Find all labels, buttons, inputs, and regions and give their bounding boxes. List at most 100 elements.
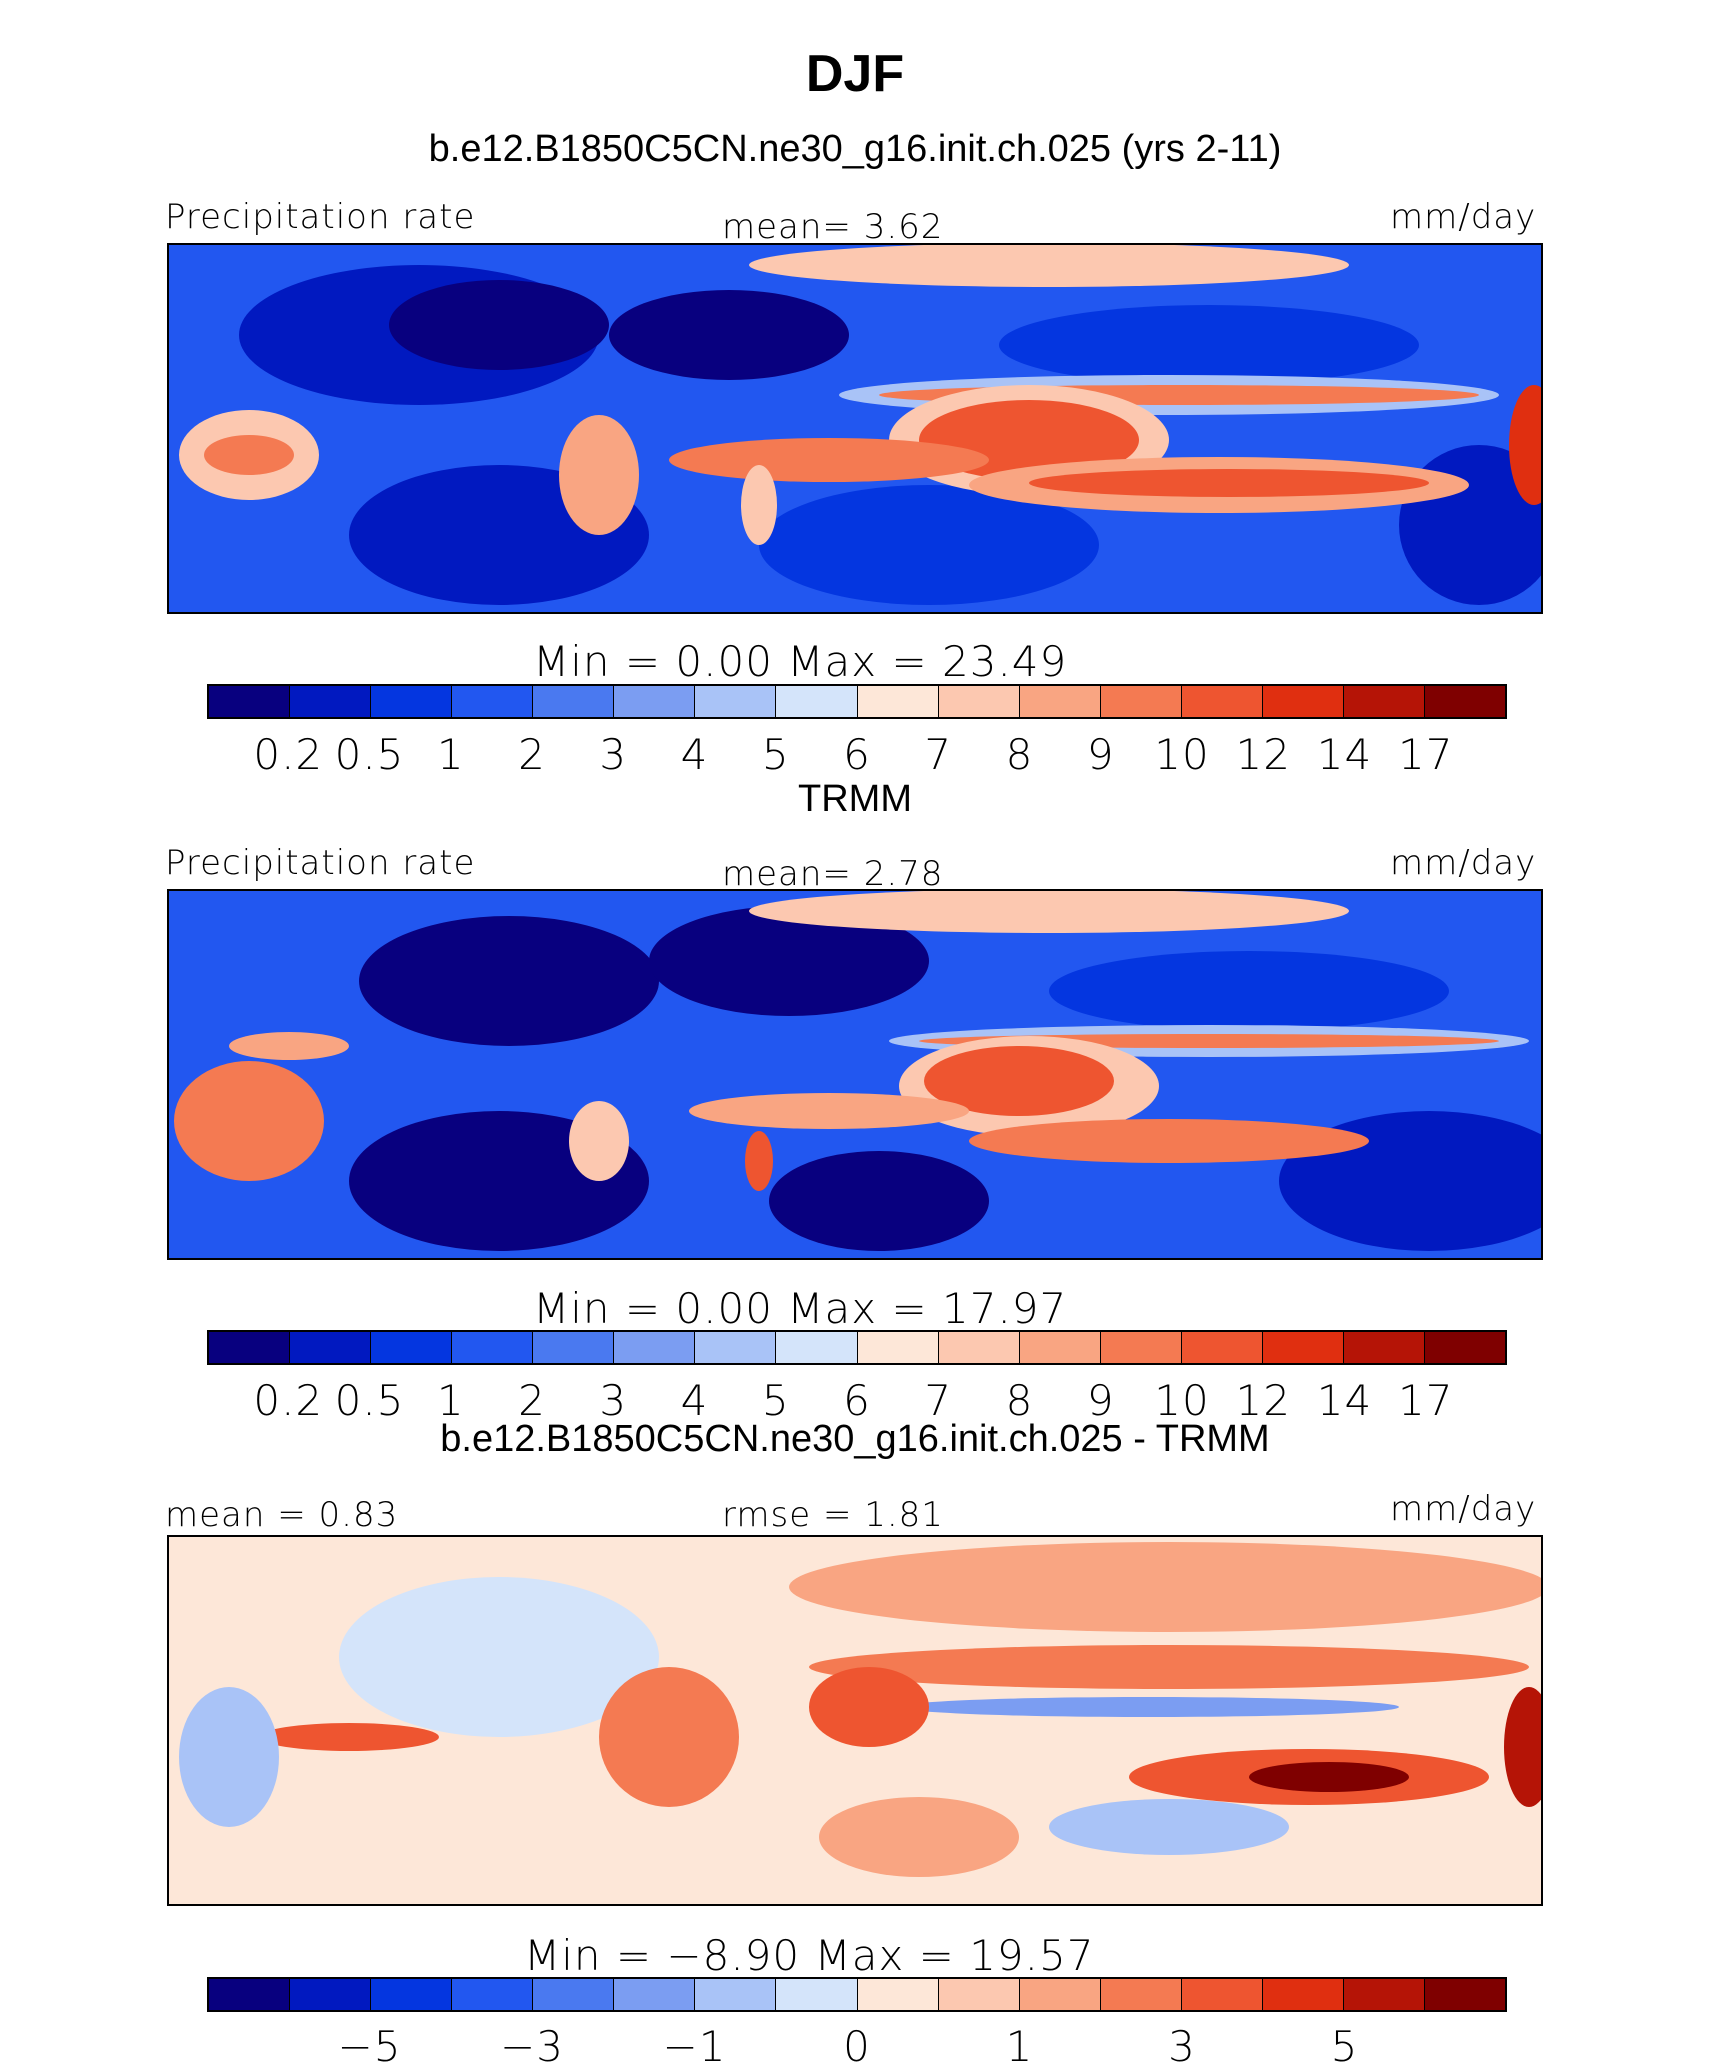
dry-core-sahara xyxy=(359,916,659,1046)
panel-1-minmax: Min = 0.00 Max = 23.49 xyxy=(533,637,1068,686)
colorbar-tick-label: 7 xyxy=(924,730,953,779)
panel-3-title: b.e12.B1850C5CN.ne30_g16.init.ch.025 - T… xyxy=(440,1418,1270,1460)
colorbar-swatch-8 xyxy=(857,1979,939,2010)
colorbar-tick-label: 0.5 xyxy=(334,1376,405,1425)
colorbar-swatch-14 xyxy=(1343,686,1425,717)
positive-zone-australia xyxy=(819,1797,1019,1877)
colorbar-tick-label: 0.2 xyxy=(253,730,324,779)
warm-pool xyxy=(924,1046,1114,1116)
colorbar-swatch-11 xyxy=(1100,1332,1182,1363)
colorbar-tick-label: 0 xyxy=(843,2022,871,2071)
colorbar-swatch-11 xyxy=(1100,686,1182,717)
colorbar-tick-label: 6 xyxy=(843,730,871,779)
colorbar-swatch-8 xyxy=(857,1332,939,1363)
africa-rain xyxy=(569,1101,629,1181)
positive-core-andes xyxy=(1504,1687,1541,1807)
colorbar-tick-label: 10 xyxy=(1154,730,1210,779)
colorbar-tick-label: 10 xyxy=(1154,1376,1210,1425)
atlantic-itcz xyxy=(229,1032,349,1060)
spcz-band xyxy=(1029,469,1429,497)
colorbar-swatch-1 xyxy=(290,1332,372,1363)
dry-zone-north-pacific xyxy=(1049,951,1449,1031)
colorbar-swatch-15 xyxy=(1424,686,1505,717)
colorbar-tick-label: 8 xyxy=(1005,730,1034,779)
panel-1-colorbar xyxy=(207,684,1507,719)
colorbar-swatch-4 xyxy=(533,1332,615,1363)
colorbar-swatch-11 xyxy=(1100,1979,1182,2010)
positive-zone-africa xyxy=(599,1667,739,1807)
colorbar-swatch-15 xyxy=(1424,1332,1505,1363)
colorbar-tick-label: 3 xyxy=(599,1376,628,1425)
colorbar-swatch-1 xyxy=(290,686,372,717)
negative-zone-south-pacific xyxy=(1049,1799,1289,1855)
colorbar-swatch-1 xyxy=(290,1979,372,2010)
colorbar-tick-label: 0.2 xyxy=(253,1376,324,1425)
colorbar-tick-label: −5 xyxy=(337,2022,402,2071)
dry-core-arabia xyxy=(649,906,929,1016)
colorbar-swatch-14 xyxy=(1343,1332,1425,1363)
panel-3-mean-label: mean = 0.83 xyxy=(165,1495,399,1535)
colorbar-tick-label: 7 xyxy=(924,1376,953,1425)
panel-2-variable-label: Precipitation rate xyxy=(165,843,476,883)
dry-core-sahara xyxy=(389,280,609,370)
colorbar-tick-label: 0.5 xyxy=(334,730,405,779)
colorbar-tick-label: 6 xyxy=(843,1376,871,1425)
positive-core-spcz xyxy=(1249,1762,1409,1792)
colorbar-tick-label: 12 xyxy=(1235,1376,1291,1425)
colorbar-tick-label: 12 xyxy=(1235,730,1291,779)
amazon-rain xyxy=(174,1061,324,1181)
colorbar-swatch-0 xyxy=(209,686,291,717)
colorbar-swatch-7 xyxy=(776,1979,858,2010)
colorbar-swatch-10 xyxy=(1019,1979,1101,2010)
colorbar-tick-label: 8 xyxy=(1005,1376,1034,1425)
colorbar-swatch-0 xyxy=(209,1979,291,2010)
panel-2-units-label: mm/day xyxy=(1390,843,1537,883)
colorbar-swatch-5 xyxy=(614,1979,696,2010)
figure-title: DJF xyxy=(805,45,905,103)
indian-ocean-band xyxy=(669,438,989,482)
colorbar-swatch-5 xyxy=(614,1332,696,1363)
dry-core-arabia xyxy=(609,290,849,380)
colorbar-tick-label: 5 xyxy=(761,730,790,779)
colorbar-tick-label: 1 xyxy=(436,730,465,779)
colorbar-tick-label: 1 xyxy=(1005,2022,1034,2071)
colorbar-tick-label: 5 xyxy=(761,1376,790,1425)
colorbar-swatch-3 xyxy=(452,686,534,717)
neutral-zone-sahara xyxy=(339,1577,659,1737)
panel-1-mean-label: mean= 3.62 xyxy=(722,207,944,247)
colorbar-swatch-2 xyxy=(371,1332,453,1363)
colorbar-tick-label: 1 xyxy=(436,1376,465,1425)
colorbar-swatch-10 xyxy=(1019,686,1101,717)
colorbar-swatch-6 xyxy=(695,686,777,717)
colorbar-tick-label: 5 xyxy=(1330,2022,1359,2071)
colorbar-swatch-13 xyxy=(1262,1979,1344,2010)
spcz-band xyxy=(969,1119,1369,1163)
amazon-rain xyxy=(204,435,294,475)
panel-2-map xyxy=(167,889,1543,1260)
colorbar-swatch-3 xyxy=(452,1979,534,2010)
colorbar-swatch-13 xyxy=(1262,686,1344,717)
colorbar-swatch-12 xyxy=(1181,1979,1263,2010)
colorbar-swatch-3 xyxy=(452,1332,534,1363)
dry-core-indian-south xyxy=(769,1151,989,1251)
panel-2-minmax: Min = 0.00 Max = 17.97 xyxy=(533,1284,1068,1333)
colorbar-swatch-6 xyxy=(695,1979,777,2010)
colorbar-swatch-2 xyxy=(371,686,453,717)
colorbar-swatch-7 xyxy=(776,686,858,717)
colorbar-tick-label: 9 xyxy=(1086,730,1115,779)
panel-1-map xyxy=(167,243,1543,614)
colorbar-tick-label: 2 xyxy=(518,1376,546,1425)
colorbar-swatch-4 xyxy=(533,686,615,717)
colorbar-tick-label: 3 xyxy=(1168,2022,1196,2071)
negative-band-equator xyxy=(899,1697,1399,1717)
colorbar-tick-label: −1 xyxy=(662,2022,727,2071)
dry-zone-north-pacific xyxy=(999,305,1419,385)
dry-zone-indian-south xyxy=(759,485,1099,605)
colorbar-swatch-2 xyxy=(371,1979,453,2010)
panel-1-variable-label: Precipitation rate xyxy=(165,197,476,237)
negative-zone-amazon xyxy=(179,1687,279,1827)
colorbar-tick-label: 14 xyxy=(1316,1376,1373,1425)
colorbar-tick-label: 17 xyxy=(1398,1376,1454,1425)
positive-band-atlantic xyxy=(259,1723,439,1751)
panel-1-title: b.e12.B1850C5CN.ne30_g16.init.ch.025 (yr… xyxy=(428,128,1282,170)
